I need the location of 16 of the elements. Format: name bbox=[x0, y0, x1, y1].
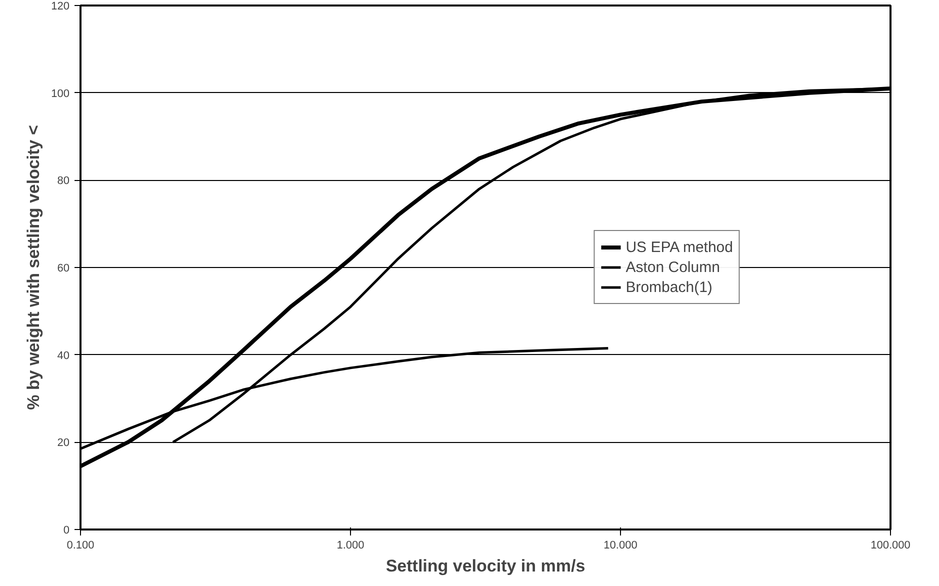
y-tick-label: 20 bbox=[57, 437, 70, 450]
y-tick-label: 100 bbox=[51, 88, 70, 100]
x-tick-label: 0.100 bbox=[66, 540, 94, 552]
y-tick-label: 0 bbox=[63, 524, 70, 536]
legend-label: US EPA method bbox=[626, 238, 733, 256]
y-tick-label: 40 bbox=[57, 350, 70, 362]
y-axis-title: % by weight with settling velocity < bbox=[24, 125, 44, 410]
y-tick-label: 60 bbox=[57, 262, 70, 274]
x-tick-label: 10.000 bbox=[604, 540, 638, 552]
x-axis-title: Settling velocity in mm/s bbox=[386, 556, 586, 576]
x-tick-label: 1.000 bbox=[336, 540, 364, 552]
legend-label: Aston Column bbox=[626, 258, 720, 276]
x-tick-label: 100.000 bbox=[870, 540, 910, 552]
y-tick-label: 120 bbox=[51, 0, 70, 12]
legend-label: Brombach(1) bbox=[626, 278, 712, 296]
y-tick-label: 80 bbox=[57, 175, 70, 188]
